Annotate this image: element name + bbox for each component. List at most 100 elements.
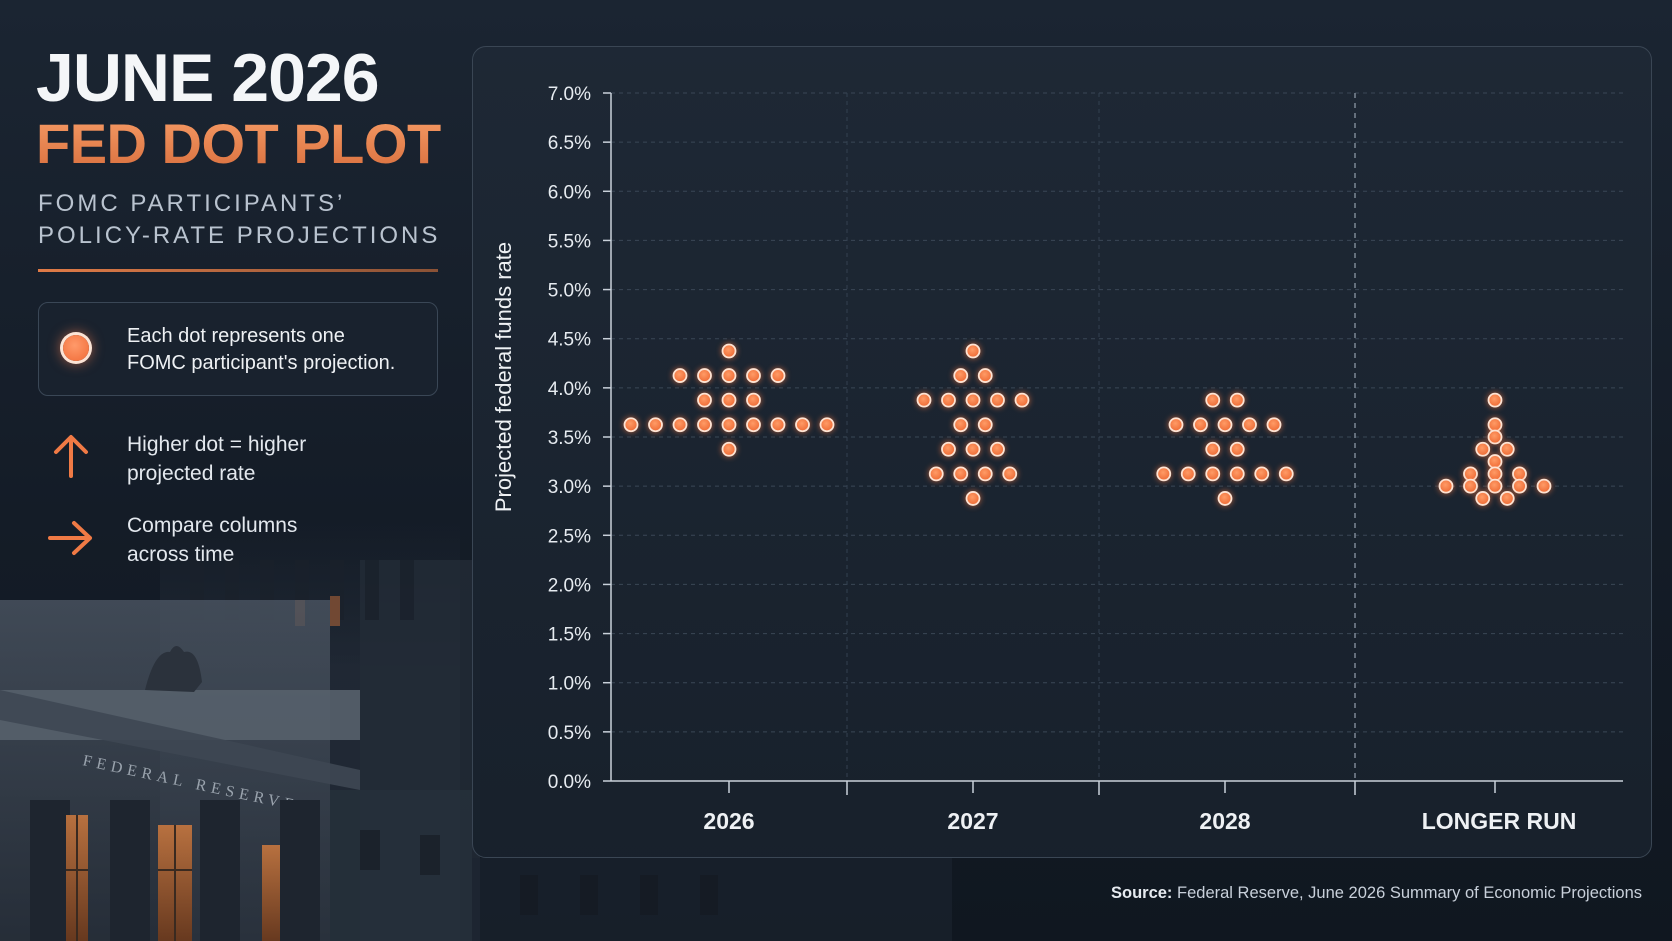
y-tick-label: 0.0% xyxy=(548,772,591,793)
projection-dot xyxy=(953,368,969,383)
y-axis-title: Projected federal funds rate xyxy=(491,242,516,512)
legend-line-1: Each dot represents one xyxy=(127,325,345,347)
axes: 0.0% 0.5% 1.0% 1.5% 2.0% 2.5% 3.0% 3.5% 4.0% 4.5%… xyxy=(491,84,1623,834)
hint-higher-dot: Higher dot = higher projected rate xyxy=(38,430,438,490)
projection-dot xyxy=(953,466,969,482)
projection-dot xyxy=(941,441,956,457)
projection-dot xyxy=(977,417,993,433)
source-label: Source: xyxy=(1111,884,1173,902)
projection-dot xyxy=(1475,441,1491,457)
chart-description: FOMC PARTICIPANTS’ POLICY-RATE PROJECTIO… xyxy=(38,188,458,252)
y-tick-label: 5.0% xyxy=(548,281,591,302)
dot-column-2028 xyxy=(1155,392,1295,507)
description-line-2: POLICY-RATE PROJECTIONS xyxy=(38,222,441,249)
projection-dot xyxy=(721,368,737,383)
x-category-label: 2026 xyxy=(703,808,754,834)
projection-dot xyxy=(1475,491,1491,506)
y-tick-label: 4.0% xyxy=(548,379,591,400)
y-tick-label: 4.5% xyxy=(548,330,591,351)
y-tick-label: 3.5% xyxy=(548,428,591,449)
y-tick-label: 2.0% xyxy=(548,575,591,596)
arrow-right-icon xyxy=(48,521,92,555)
projection-dot xyxy=(697,368,712,383)
dot-column-2027 xyxy=(916,343,1030,507)
y-tick-label: 5.5% xyxy=(548,231,591,252)
hint-line-1: Higher dot = higher xyxy=(127,433,307,456)
projection-dot xyxy=(941,392,956,408)
projection-dot xyxy=(1217,417,1233,433)
projection-dot xyxy=(1193,417,1208,433)
x-category-label: LONGER RUN xyxy=(1422,808,1577,834)
projection-dot xyxy=(965,343,981,359)
y-tick-label: 1.5% xyxy=(548,625,591,646)
y-tick-label: 0.5% xyxy=(548,723,591,744)
projection-dot xyxy=(721,392,737,408)
projection-dot xyxy=(746,392,761,408)
projection-dot xyxy=(1168,417,1184,433)
legend-card: Each dot represents one FOMC participant… xyxy=(38,302,438,396)
projection-dot xyxy=(1180,466,1196,482)
projection-dot xyxy=(916,392,932,408)
projection-dot xyxy=(648,417,663,433)
projection-dot xyxy=(746,417,761,433)
projection-dot xyxy=(977,466,993,482)
legend-text: Each dot represents one FOMC participant… xyxy=(127,323,427,377)
projection-dot xyxy=(672,368,688,383)
projection-dot xyxy=(1205,392,1221,408)
projection-dot xyxy=(1512,478,1527,494)
projection-dot xyxy=(721,417,737,433)
y-tick-label: 3.0% xyxy=(548,477,591,498)
projection-dot xyxy=(1242,417,1257,433)
projection-dot xyxy=(1205,466,1221,482)
projection-dot xyxy=(990,441,1005,457)
building-inscription: FEDERAL RESERVE xyxy=(81,752,300,814)
projection-dot xyxy=(795,417,810,433)
projection-dot xyxy=(928,466,944,482)
dot-plot-panel: 0.0% 0.5% 1.0% 1.5% 2.0% 2.5% 3.0% 3.5% 4.0% 4.5%… xyxy=(472,46,1652,858)
source-text: Federal Reserve, June 2026 Summary of Ec… xyxy=(1177,884,1642,902)
projection-dot xyxy=(697,417,712,433)
projection-dot xyxy=(977,368,993,383)
projection-dot xyxy=(953,417,969,433)
projection-dot xyxy=(1229,466,1245,482)
title-divider xyxy=(38,269,438,272)
dot-icon xyxy=(63,335,89,361)
y-tick-label: 2.5% xyxy=(548,526,591,547)
hint-text: Compare columns across time xyxy=(127,511,427,569)
y-tick-label: 1.0% xyxy=(548,674,591,695)
projection-dot xyxy=(1463,478,1478,494)
projection-dot xyxy=(1499,441,1515,457)
projection-dot xyxy=(1002,466,1018,482)
dot-column-2026 xyxy=(623,343,835,458)
y-tick-label: 6.0% xyxy=(548,182,591,203)
projection-dot xyxy=(1229,392,1245,408)
page-title: JUNE 2026 xyxy=(36,40,380,116)
dot-plot-chart: 0.0% 0.5% 1.0% 1.5% 2.0% 2.5% 3.0% 3.5% 4.0% 4.5%… xyxy=(491,84,1623,834)
projection-dot xyxy=(1266,417,1282,433)
projection-dot xyxy=(965,491,981,506)
hint-text: Higher dot = higher projected rate xyxy=(127,430,427,488)
projection-dot xyxy=(1217,491,1233,506)
x-category-label: 2027 xyxy=(947,808,998,834)
description-line-1: FOMC PARTICIPANTS’ xyxy=(38,190,346,217)
projection-dot xyxy=(1487,429,1503,445)
projection-dot xyxy=(1487,478,1503,494)
projection-dot xyxy=(721,343,737,359)
projection-dot xyxy=(1536,478,1552,494)
projection-dot xyxy=(819,417,835,433)
gridlines xyxy=(611,92,1623,782)
y-tick-label: 6.5% xyxy=(548,133,591,154)
projection-dot xyxy=(1205,441,1221,457)
legend-line-2: FOMC participant's projection. xyxy=(127,352,396,374)
dot-column-longer-run xyxy=(1438,392,1552,507)
projection-dot xyxy=(672,417,688,433)
source-note: Source: Federal Reserve, June 2026 Summa… xyxy=(1111,884,1642,903)
hint-line-2: projected rate xyxy=(127,462,256,485)
projection-dot xyxy=(746,368,761,383)
hint-compare-columns: Compare columns across time xyxy=(38,511,438,571)
hint-line-2: across time xyxy=(127,543,235,566)
projection-dot xyxy=(697,392,712,408)
projection-dot xyxy=(965,392,981,408)
projection-dot xyxy=(1499,491,1515,506)
hint-line-1: Compare columns xyxy=(127,514,298,537)
